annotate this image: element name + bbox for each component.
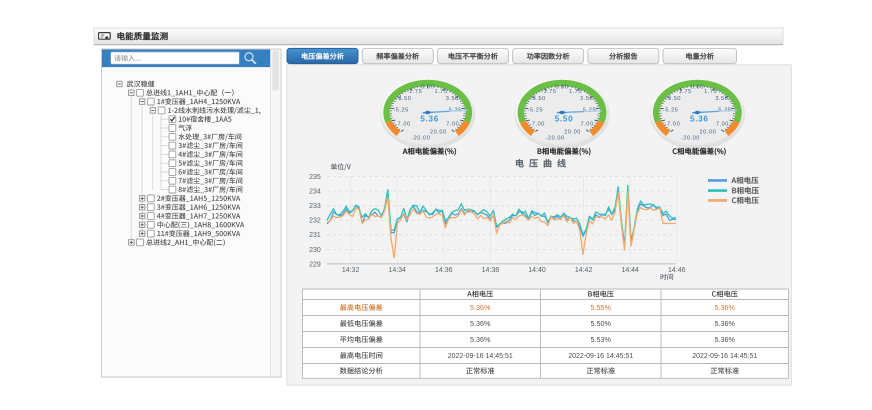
svg-text:-7.00: -7.00: [665, 122, 681, 128]
svg-text:231: 231: [309, 232, 321, 239]
svg-text:235: 235: [309, 174, 321, 181]
svg-text:7.00: 7.00: [446, 122, 459, 128]
svg-text:232: 232: [309, 218, 321, 225]
svg-text:1.75: 1.75: [569, 89, 582, 95]
svg-text:1.75: 1.75: [435, 89, 448, 95]
svg-text:-3.50: -3.50: [530, 96, 546, 102]
svg-text:5.36: 5.36: [420, 115, 439, 124]
svg-text:233: 233: [309, 203, 321, 210]
svg-text:234: 234: [309, 189, 321, 196]
svg-text:-20.00: -20.00: [681, 136, 700, 142]
svg-text:7.00: 7.00: [716, 122, 729, 128]
svg-text:14:44: 14:44: [621, 267, 639, 274]
svg-text:14:38: 14:38: [482, 267, 500, 274]
svg-text:5.50%: 5.50%: [591, 319, 612, 328]
svg-text:-3.50: -3.50: [666, 96, 682, 102]
svg-text:5.36%: 5.36%: [470, 335, 491, 344]
svg-text:5.36%: 5.36%: [470, 319, 491, 328]
svg-text:-20.00: -20.00: [546, 136, 565, 142]
svg-text:230: 230: [309, 247, 321, 254]
svg-text:5.36%: 5.36%: [715, 335, 736, 344]
svg-text:-7.00: -7.00: [395, 122, 411, 128]
svg-text:5.36%: 5.36%: [715, 319, 736, 328]
svg-text:14:36: 14:36: [435, 267, 453, 274]
svg-text:2022-09-16 14:45:51: 2022-09-16 14:45:51: [568, 353, 633, 360]
svg-text:5.36%: 5.36%: [715, 303, 736, 312]
svg-text:1.75: 1.75: [704, 89, 717, 95]
svg-text:-1.75: -1.75: [541, 89, 557, 95]
svg-text:-3.50: -3.50: [396, 96, 412, 102]
svg-text:-20.00: -20.00: [411, 136, 430, 142]
svg-text:5.50: 5.50: [555, 115, 574, 124]
svg-text:5.55%: 5.55%: [591, 303, 612, 312]
svg-text:14:40: 14:40: [528, 267, 546, 274]
svg-text:-5.25: -5.25: [528, 108, 544, 114]
svg-text:5.25: 5.25: [583, 108, 596, 114]
svg-text:0.00: 0.00: [691, 85, 704, 91]
svg-text:-5.25: -5.25: [393, 108, 409, 114]
svg-text:5.36: 5.36: [690, 115, 709, 124]
svg-text:2022-09-16 14:45:51: 2022-09-16 14:45:51: [692, 353, 757, 360]
svg-text:-5.25: -5.25: [663, 108, 679, 114]
svg-text:229: 229: [309, 261, 321, 268]
svg-text:3.50: 3.50: [446, 96, 459, 102]
svg-text:14:46: 14:46: [668, 267, 686, 274]
svg-text:14:34: 14:34: [388, 267, 406, 274]
svg-text:0.00: 0.00: [555, 85, 568, 91]
svg-text:5.53%: 5.53%: [591, 335, 612, 344]
svg-text:14:32: 14:32: [342, 267, 360, 274]
svg-text:-1.75: -1.75: [407, 89, 423, 95]
svg-text:5.36%: 5.36%: [470, 303, 491, 312]
svg-text:20.00: 20.00: [700, 129, 717, 135]
svg-text:7.00: 7.00: [581, 122, 594, 128]
svg-text:3.50: 3.50: [715, 96, 728, 102]
svg-text:0.00: 0.00: [421, 85, 434, 91]
svg-text:-7.00: -7.00: [529, 122, 545, 128]
svg-text:20.00: 20.00: [430, 129, 447, 135]
svg-text:3.50: 3.50: [580, 96, 593, 102]
svg-text:2022-09-16 14:45:51: 2022-09-16 14:45:51: [448, 353, 513, 360]
svg-text:20.00: 20.00: [564, 129, 581, 135]
svg-text:-1.75: -1.75: [676, 89, 692, 95]
svg-text:14:42: 14:42: [575, 267, 593, 274]
